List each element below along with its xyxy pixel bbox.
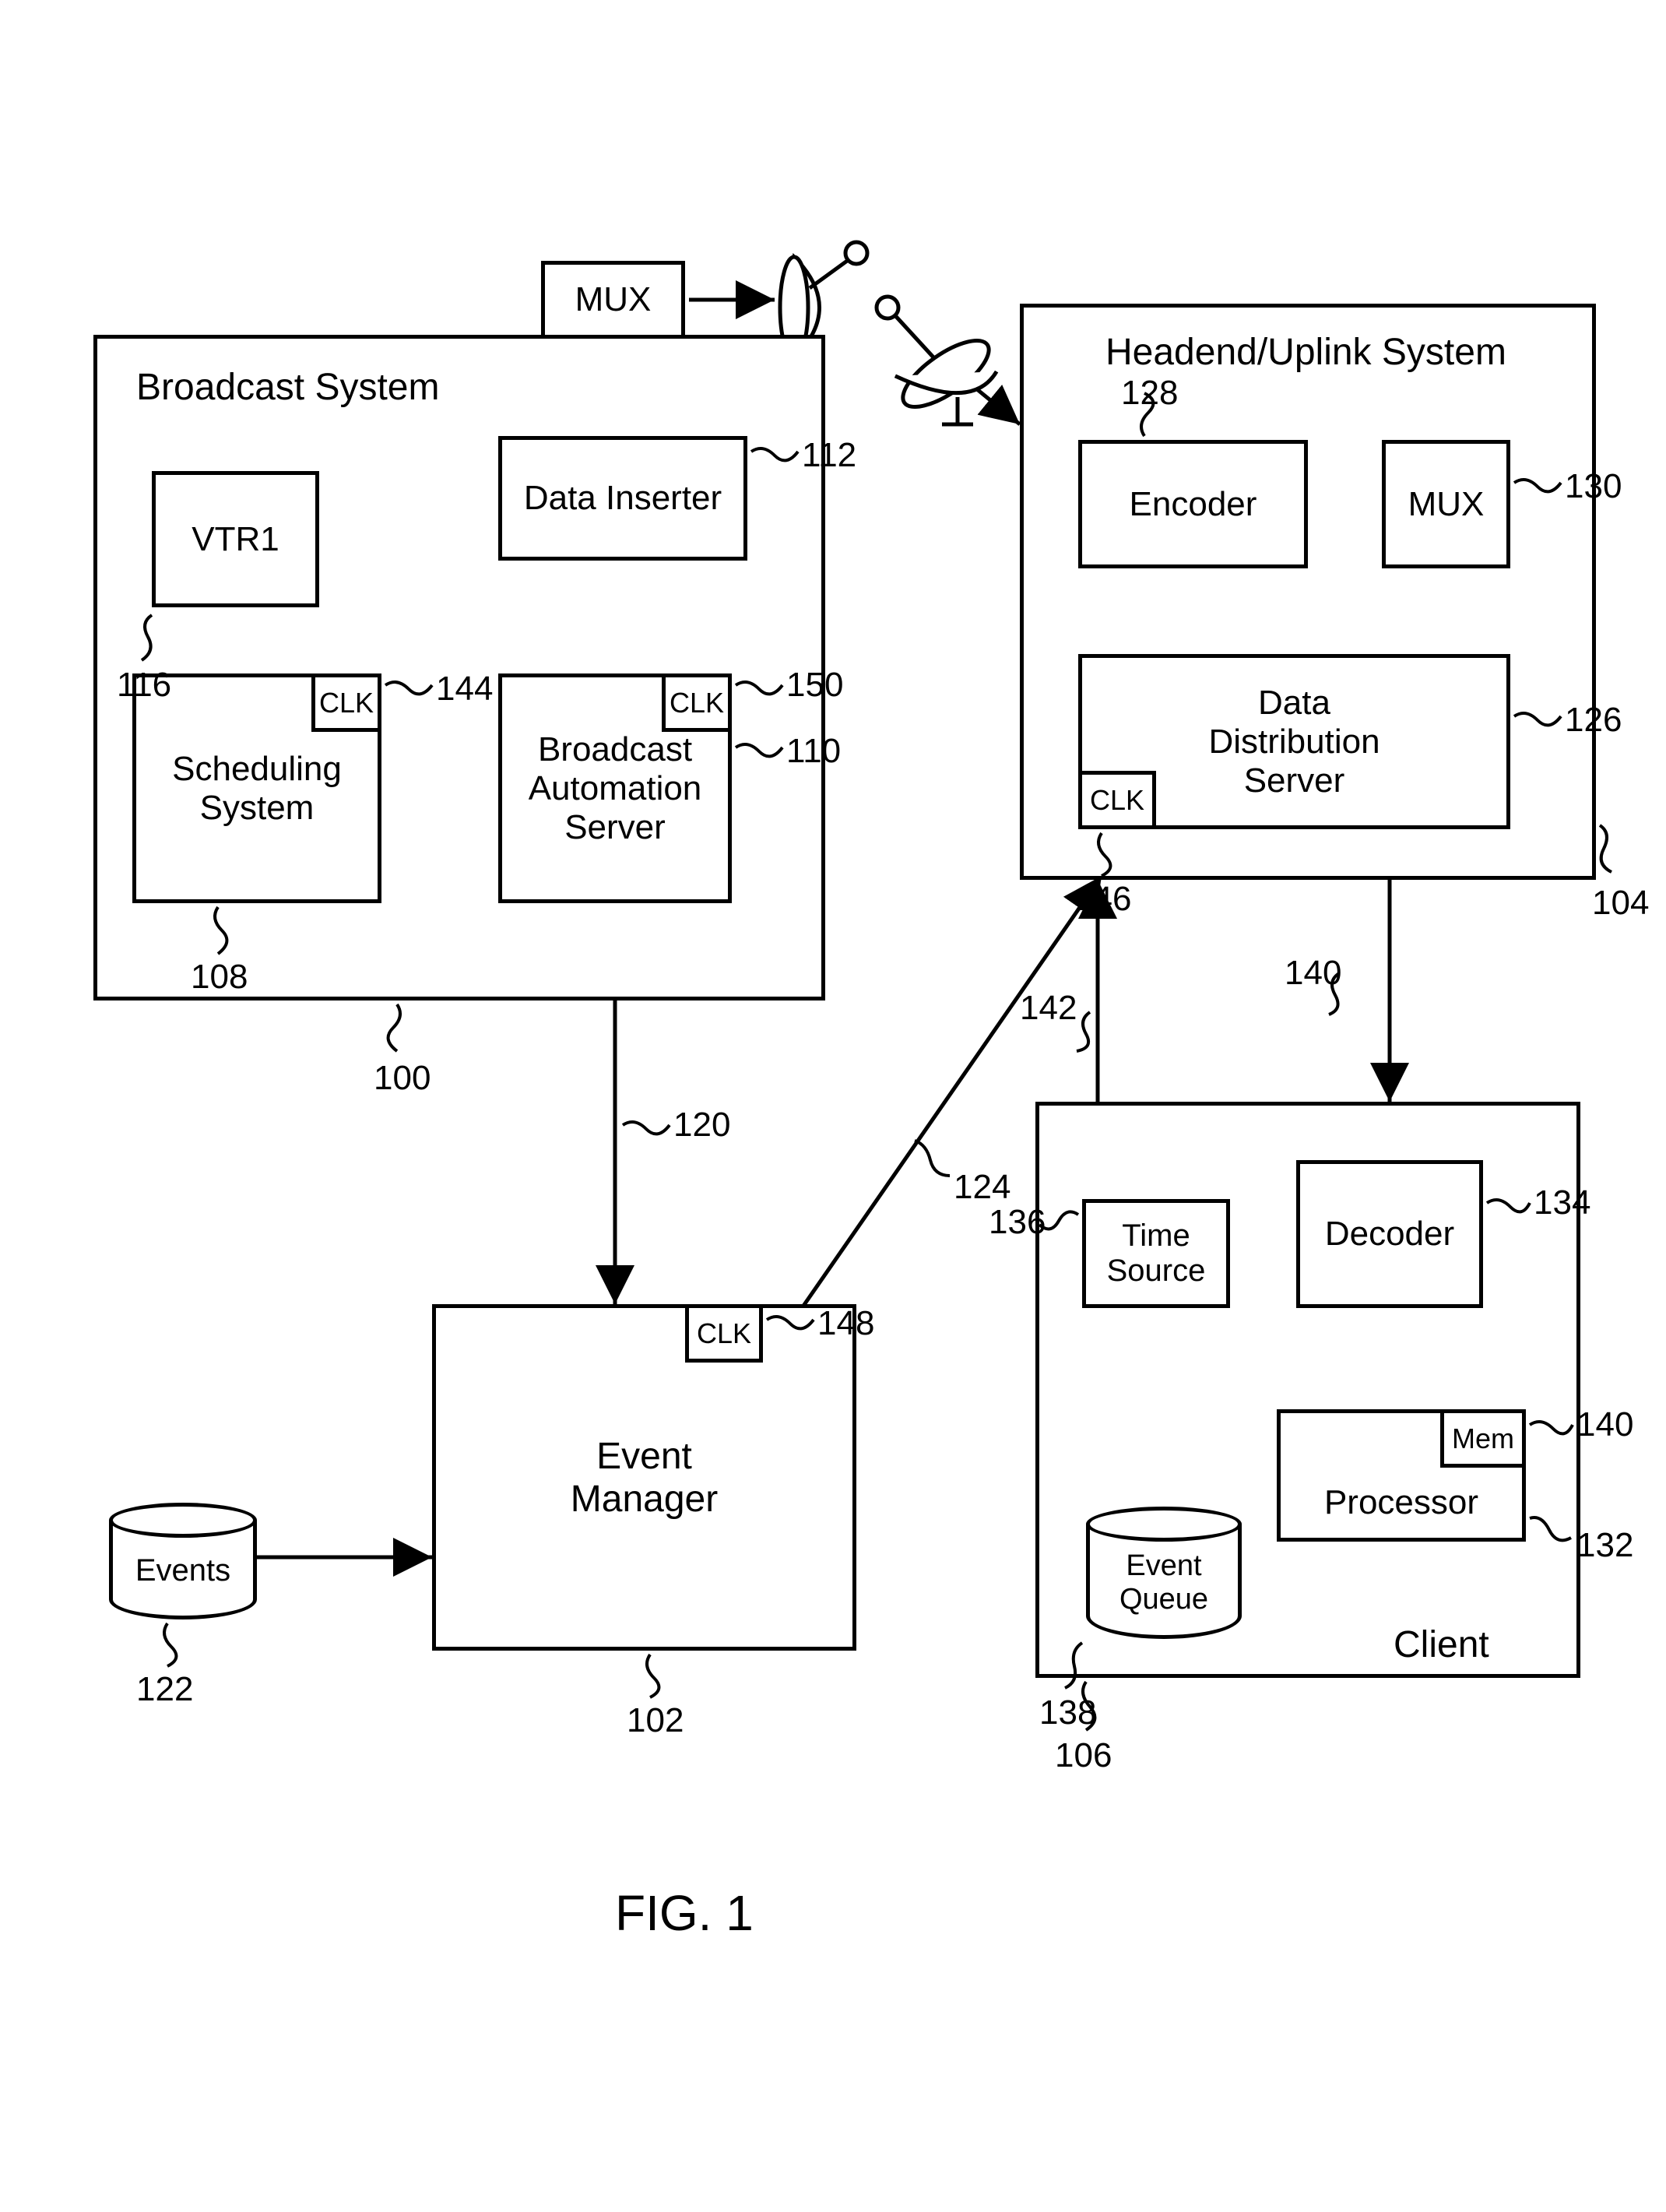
mem-box: Mem: [1440, 1409, 1526, 1468]
time-source-label: Time Source: [1107, 1219, 1206, 1289]
ref-136: 136: [989, 1203, 1046, 1242]
event-manager-label: Event Manager: [571, 1435, 718, 1521]
ref-108: 108: [191, 958, 248, 997]
ref-144: 144: [436, 670, 493, 709]
events-db-label: Events: [109, 1553, 257, 1588]
events-db: Events: [109, 1503, 257, 1619]
dds-clk-box: CLK: [1078, 771, 1156, 829]
dds-clk-label: CLK: [1090, 784, 1144, 817]
ref-122: 122: [136, 1670, 193, 1709]
ref-100: 100: [374, 1059, 431, 1098]
ref-112: 112: [802, 436, 856, 475]
dds-label: Data Distribution Server: [1208, 684, 1380, 800]
client-title: Client: [1394, 1623, 1489, 1666]
decoder-box: Decoder: [1296, 1160, 1483, 1308]
ref-132: 132: [1576, 1526, 1633, 1565]
vtr1-box: VTR1: [152, 471, 319, 607]
ref-120: 120: [673, 1106, 730, 1145]
ref-134: 134: [1534, 1183, 1590, 1222]
encoder-label: Encoder: [1130, 485, 1257, 524]
headend-mux-label: MUX: [1408, 485, 1485, 524]
headend-title: Headend/Uplink System: [1105, 331, 1506, 374]
encoder-box: Encoder: [1078, 440, 1308, 568]
figure-label: FIG. 1: [615, 1884, 754, 1942]
ref-mem-140: 140: [1576, 1405, 1633, 1444]
ref-148: 148: [817, 1304, 874, 1343]
automation-clk-box: CLK: [662, 673, 732, 732]
ref-128: 128: [1121, 374, 1178, 413]
ref-138: 138: [1039, 1693, 1096, 1732]
ref-126: 126: [1565, 701, 1622, 740]
ref-130: 130: [1565, 467, 1622, 506]
data-inserter-box: Data Inserter: [498, 436, 747, 561]
ref-102: 102: [627, 1701, 684, 1740]
decoder-label: Decoder: [1325, 1215, 1454, 1254]
time-source-box: Time Source: [1082, 1199, 1230, 1308]
mem-label: Mem: [1452, 1423, 1514, 1455]
event-manager-clk-label: CLK: [697, 1317, 751, 1350]
automation-clk-label: CLK: [670, 687, 724, 719]
broadcast-mux-box: MUX: [541, 261, 685, 339]
ref-106: 106: [1055, 1736, 1112, 1775]
vtr1-label: VTR1: [192, 520, 279, 559]
automation-label: Broadcast Automation Server: [529, 730, 702, 847]
ref-146: 146: [1074, 880, 1131, 919]
event-queue-label: Event Queue: [1086, 1549, 1242, 1616]
scheduling-clk-label: CLK: [319, 687, 374, 719]
ref-104: 104: [1592, 884, 1649, 923]
event-queue-db: Event Queue: [1086, 1507, 1242, 1639]
event-manager-box: Event Manager: [432, 1304, 856, 1651]
scheduling-label: Scheduling System: [172, 750, 342, 828]
ref-link-140: 140: [1285, 954, 1341, 993]
ref-link-142: 142: [1020, 989, 1077, 1028]
data-inserter-label: Data Inserter: [524, 479, 722, 518]
event-manager-clk-box: CLK: [685, 1304, 763, 1363]
figure-canvas: Broadcast System VTR1 Scheduling System …: [0, 0, 1666, 2212]
ref-110: 110: [786, 732, 841, 771]
headend-mux-box: MUX: [1382, 440, 1510, 568]
broadcast-mux-label: MUX: [575, 280, 652, 319]
scheduling-clk-box: CLK: [311, 673, 381, 732]
processor-label: Processor: [1324, 1483, 1478, 1522]
broadcast-system-title: Broadcast System: [136, 366, 439, 409]
ref-124: 124: [954, 1168, 1010, 1207]
ref-150: 150: [786, 666, 843, 705]
ref-116: 116: [117, 666, 171, 705]
